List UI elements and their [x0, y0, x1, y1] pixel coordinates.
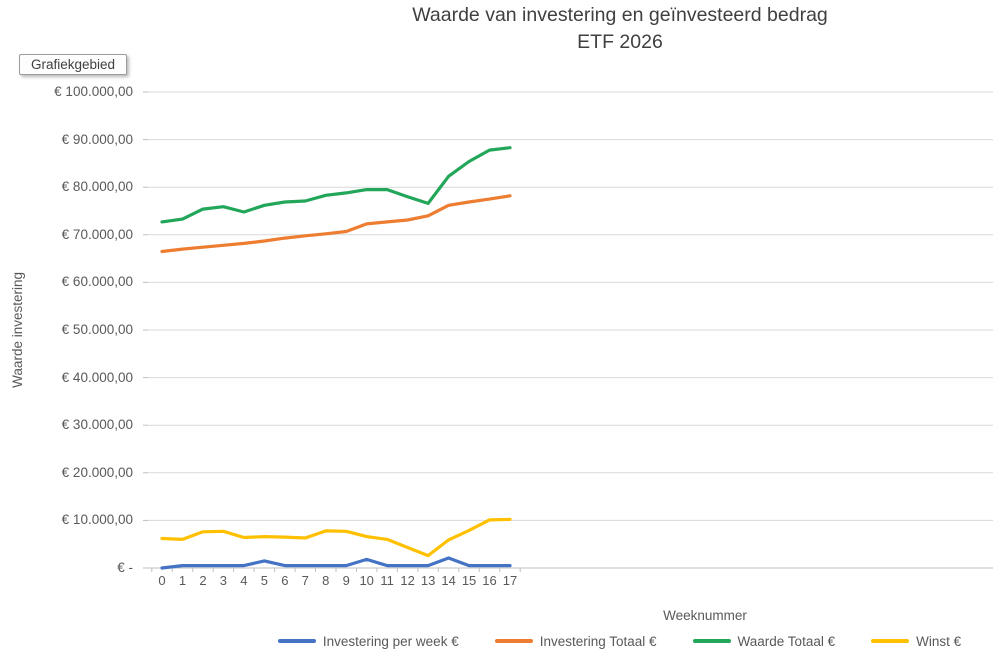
legend-label: Waarde Totaal €	[737, 633, 836, 649]
legend-item-investering-totaal[interactable]: Investering Totaal €	[494, 633, 657, 649]
legend-swatch-icon	[692, 639, 731, 643]
y-tick-label: € -	[117, 560, 133, 575]
y-tick-label: € 70.000,00	[61, 226, 133, 242]
series-line-waarde-totaal[interactable]	[160, 146, 512, 224]
x-tick-label: 15	[461, 573, 477, 588]
x-tick-label: 6	[281, 573, 289, 588]
legend-item-investering-per-week[interactable]: Investering per week €	[277, 633, 459, 649]
x-tick-label: 5	[260, 573, 268, 588]
x-tick-label: 4	[240, 573, 248, 588]
y-tick-label: € 50.000,00	[61, 322, 133, 337]
x-tick-label: 1	[178, 573, 187, 588]
x-tick-label: 14	[441, 573, 456, 588]
series-line-winst[interactable]	[160, 517, 512, 558]
x-tick-label: 10	[359, 573, 374, 588]
legend-item-waarde-totaal[interactable]: Waarde Totaal €	[692, 633, 836, 649]
y-tick-label: € 30.000,00	[61, 417, 133, 433]
y-tick-label: € 40.000,00	[61, 369, 133, 385]
y-tick-label: € 10.000,00	[61, 512, 133, 528]
y-tick-label: € 100.000,00	[54, 84, 133, 99]
x-tick-label: 2	[199, 573, 207, 588]
legend-swatch-icon	[494, 639, 533, 643]
x-tick-label: 13	[420, 573, 436, 588]
y-tick-label: € 80.000,00	[61, 179, 133, 195]
chart-subtitle: ETF 2026	[577, 31, 663, 53]
y-tick-label: € 20.000,00	[61, 464, 133, 480]
legend-swatch-icon	[277, 639, 316, 643]
legend-label: Investering Totaal €	[539, 633, 657, 649]
x-tick-label: 3	[219, 573, 228, 588]
legend-label: Investering per week €	[322, 633, 459, 649]
x-tick-label: 11	[380, 573, 394, 588]
x-tick-label: 17	[502, 573, 518, 588]
x-tick-label: 12	[400, 573, 415, 588]
x-axis-title[interactable]: Weeknummer	[663, 608, 747, 623]
chart-area-tooltip: Grafiekgebied	[19, 54, 128, 75]
chart-title-block[interactable]: Waarde van investering en geïnvesteerd b…	[245, 2, 995, 56]
legend-swatch-icon	[871, 639, 910, 643]
legend[interactable]: Investering per week € Investering Totaal…	[248, 631, 991, 651]
x-tick-label: 8	[322, 573, 330, 588]
legend-item-winst[interactable]: Winst €	[871, 634, 961, 649]
x-tick-label: 16	[482, 573, 497, 588]
chart-title: Waarde van investering en geïnvesteerd b…	[412, 4, 828, 26]
y-tick-label: € 90.000,00	[61, 131, 133, 147]
y-tick-label: € 60.000,00	[61, 274, 133, 290]
legend-label: Winst €	[916, 633, 962, 649]
series-line-investering-per-week[interactable]	[160, 556, 512, 570]
x-tick-label: 7	[301, 573, 309, 588]
x-tick-label: 9	[342, 573, 350, 588]
series-line-investering-totaal[interactable]	[160, 194, 512, 254]
x-tick-label: 0	[158, 573, 166, 588]
